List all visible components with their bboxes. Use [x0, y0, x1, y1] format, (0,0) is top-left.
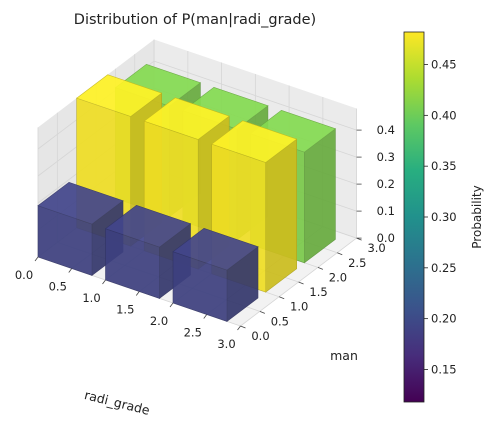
colorbar-ticks: 0.15 0.20 0.25 0.30 0.35 0.40 0.45 [424, 58, 457, 376]
y-tick-label: 0.5 [271, 314, 289, 328]
x-tick-label: 2.0 [150, 314, 168, 328]
x-tick-label: 1.0 [82, 291, 100, 305]
colorbar-tick-label: 0.45 [431, 58, 457, 72]
y-tick-label: 3.0 [367, 241, 385, 255]
y-tick-label: 1.5 [309, 285, 327, 299]
x-axis-label: radi_grade [83, 387, 152, 418]
chart-title: Distribution of P(man|radi_grade) [74, 12, 316, 28]
z-tick-label: 0.1 [377, 204, 395, 218]
colorbar-tick-label: 0.35 [431, 159, 457, 173]
x-tick-label: 3.0 [217, 337, 235, 351]
y-tick-label: 1.0 [290, 300, 308, 314]
x-tick-label: 2.5 [184, 326, 202, 340]
bars-layer [37, 63, 337, 323]
y-tick-label: 0.0 [251, 329, 269, 343]
colorbar-tick-label: 0.20 [431, 312, 457, 326]
x-tick-label: 0.0 [15, 268, 33, 282]
colorbar-label: Probability [470, 185, 484, 248]
bar-rg2-man0 [172, 227, 259, 323]
z-tick-label: 0.0 [377, 231, 395, 245]
colorbar [403, 31, 425, 403]
z-tick-label: 0.2 [377, 177, 395, 191]
y-tick-label: 2.0 [329, 270, 347, 284]
z-tick-label: 0.4 [377, 123, 395, 137]
y-axis-label: man [330, 348, 358, 363]
bar-rg1-man0 [104, 204, 192, 300]
colorbar-tick-label: 0.15 [431, 362, 457, 376]
colorbar-tick-label: 0.30 [431, 210, 457, 224]
colorbar-tick-label: 0.40 [431, 108, 457, 122]
x-tick-label: 1.5 [116, 303, 134, 317]
z-tick-label: 0.3 [377, 150, 395, 164]
y-tick-label: 2.5 [348, 256, 366, 270]
colorbar-tick-label: 0.25 [431, 261, 457, 275]
axes-ticks: 0.00.51.01.52.02.53.00.00.51.01.52.02.53… [15, 123, 395, 351]
x-tick-label: 0.5 [49, 280, 67, 294]
